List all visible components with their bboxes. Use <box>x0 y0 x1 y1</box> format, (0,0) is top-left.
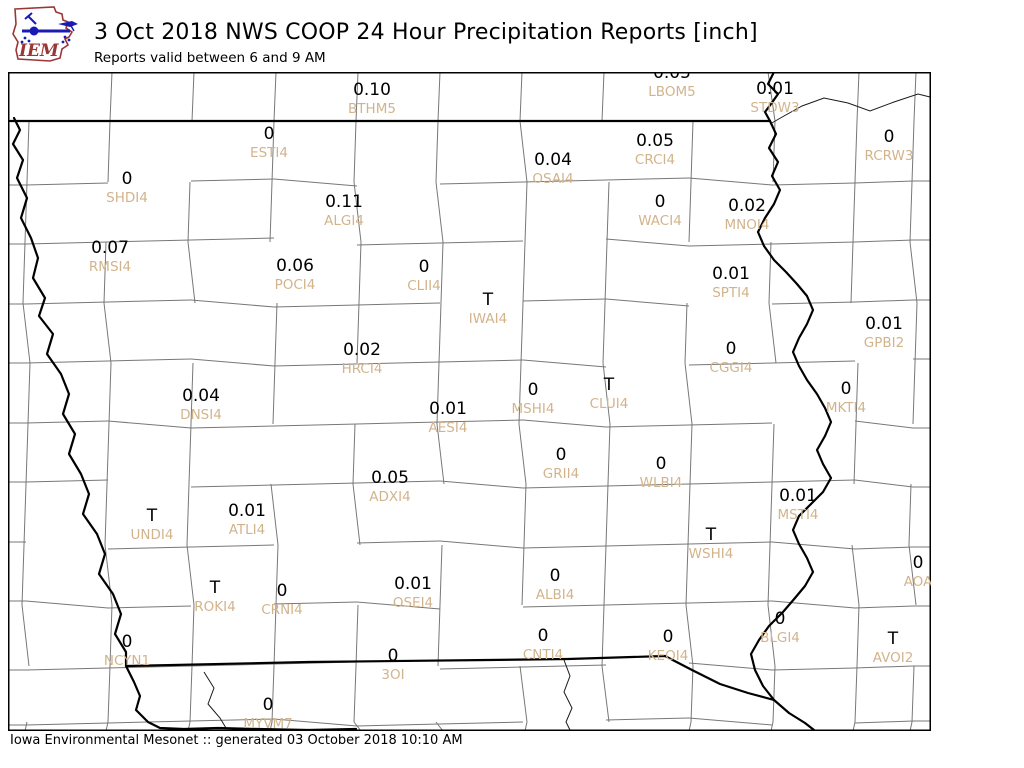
river-lines <box>203 93 931 731</box>
county-map-svg <box>8 72 931 731</box>
map-frame <box>8 72 931 731</box>
page-subtitle: Reports valid between 6 and 9 AM <box>94 50 326 66</box>
weather-vane-icon <box>20 12 78 44</box>
county-boundaries <box>8 72 931 731</box>
iem-logo-icon: IEM <box>12 6 78 62</box>
iem-logo-text: IEM <box>18 41 60 61</box>
iowa-outline-icon <box>12 6 74 62</box>
precipitation-map: 0.10 BTHM5 0.05 LBOM5 0.01 STDW3 0 ESTI4 0.05 CRC… <box>8 72 931 731</box>
page-title: 3 Oct 2018 NWS COOP 24 Hour Precipitatio… <box>94 20 758 45</box>
header: IEM 3 Oct 2018 NWS COOP 24 Hour Precipit… <box>0 0 1024 70</box>
state-border <box>8 72 833 731</box>
footer-credit: Iowa Environmental Mesonet :: generated … <box>10 733 463 748</box>
